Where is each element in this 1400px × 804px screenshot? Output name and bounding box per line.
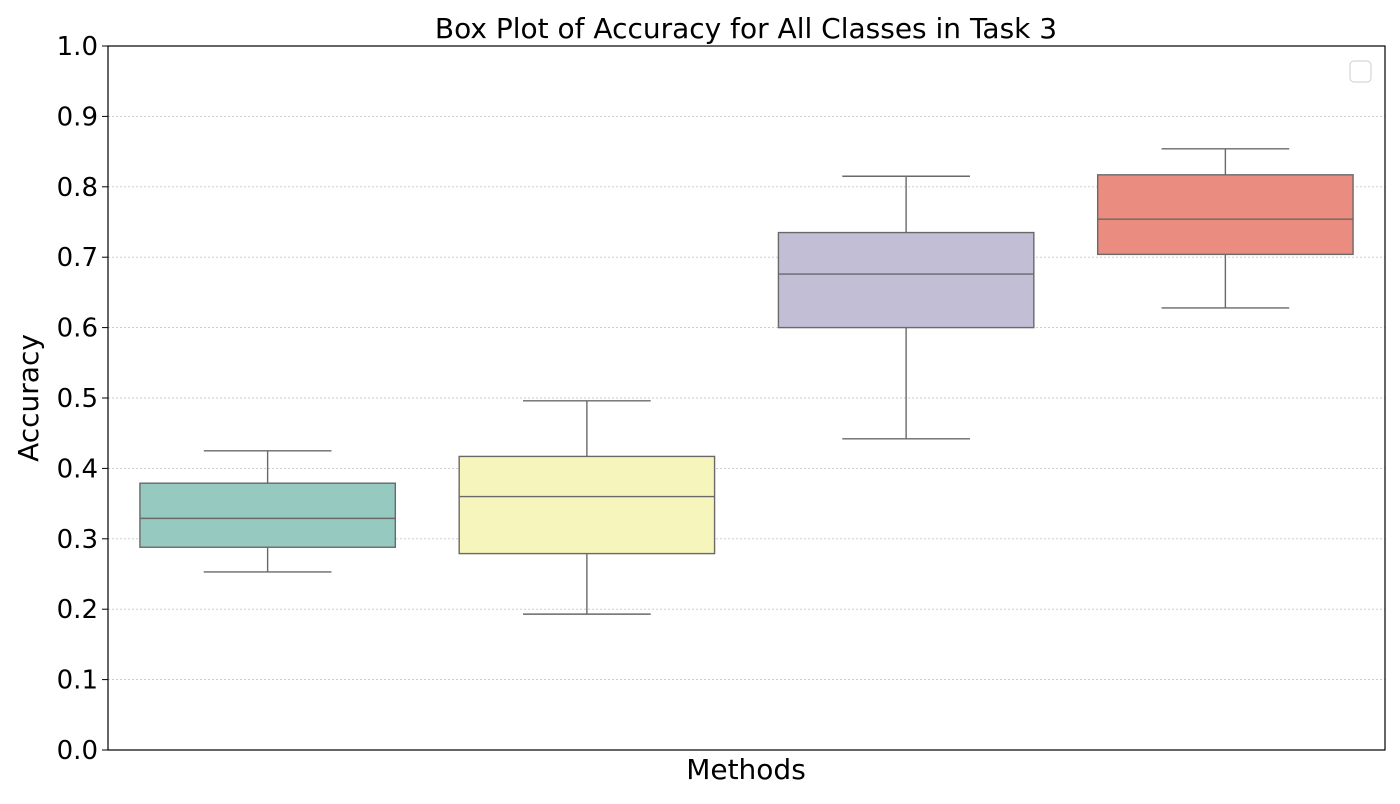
legend-box bbox=[1349, 60, 1372, 83]
box-group bbox=[458, 400, 716, 615]
y-tick-label: 0.2 bbox=[57, 595, 98, 625]
y-tick-label: 1.0 bbox=[57, 32, 98, 62]
y-tick-label: 0.0 bbox=[57, 736, 98, 766]
y-tick-label: 0.3 bbox=[57, 525, 98, 555]
box-layer bbox=[139, 148, 1354, 615]
box-group bbox=[1096, 148, 1354, 309]
y-tick-label: 0.5 bbox=[57, 384, 98, 414]
grid-layer bbox=[108, 45, 1385, 751]
y-tick-label: 0.1 bbox=[57, 666, 98, 696]
box-body bbox=[458, 455, 716, 555]
x-axis-title: Methods bbox=[686, 753, 806, 786]
box-group bbox=[139, 450, 397, 573]
box-body bbox=[139, 482, 397, 548]
axis-layer: 0.0 0.1 0.2 0.3 0.4 0.5 0.6 0.7 0.8 0.9 1.0 bbox=[57, 32, 1386, 766]
box-body bbox=[1096, 174, 1354, 256]
y-tick-label: 0.8 bbox=[57, 173, 98, 203]
plot-frame bbox=[107, 45, 1386, 751]
y-tick-label: 0.7 bbox=[57, 243, 98, 273]
chart-title: Box Plot of Accuracy for All Classes in … bbox=[435, 12, 1057, 45]
y-axis-title: Accuracy bbox=[12, 334, 45, 462]
box-body bbox=[777, 231, 1035, 329]
y-tick-label: 0.9 bbox=[57, 102, 98, 132]
y-tick-label: 0.6 bbox=[57, 314, 98, 344]
box-group bbox=[777, 175, 1035, 440]
y-tick-label: 0.4 bbox=[57, 454, 98, 484]
